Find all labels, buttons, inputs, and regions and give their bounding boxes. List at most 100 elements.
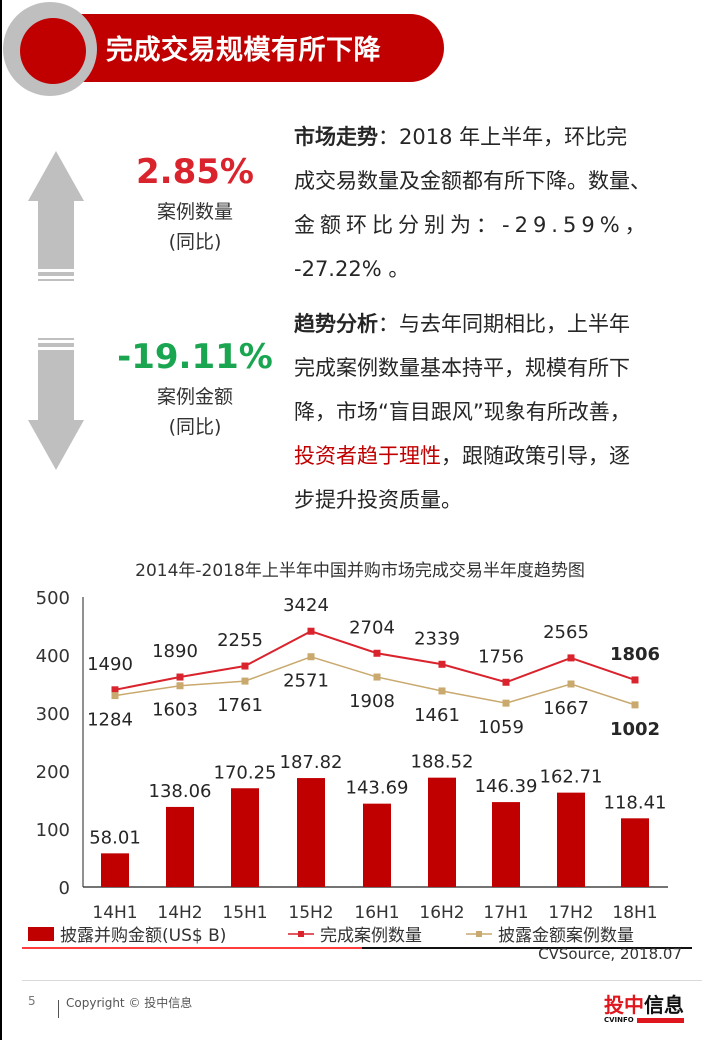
trend-analysis-line: 与去年同期相比，上半年 — [399, 312, 630, 336]
footer-separator — [58, 1000, 59, 1018]
bar — [231, 788, 259, 887]
line-marker — [438, 660, 446, 668]
x-tick-label: 14H2 — [157, 903, 202, 923]
line-value-label: 2255 — [217, 630, 263, 651]
line-marker — [502, 699, 510, 707]
legend-label: 完成案例数量 — [320, 926, 422, 946]
line-value-label: 2565 — [543, 622, 589, 643]
arrow-down-icon — [28, 338, 84, 470]
trend-analysis-line: 步提升投资质量。 — [294, 488, 462, 512]
line-value-label: 1284 — [87, 710, 133, 731]
line-marker — [567, 680, 575, 688]
line-marker — [631, 701, 639, 709]
market-trend-line: 金额环比分别为：-29.59%， — [294, 213, 651, 237]
trend-analysis-line: ，跟随政策引导，逐 — [441, 444, 630, 468]
section-header-dot — [20, 18, 86, 84]
y-tick-label: 500 — [36, 588, 70, 609]
bar — [166, 806, 194, 887]
line-value-label: 1756 — [478, 646, 524, 667]
market-trend-line: 成交易数量及金额都有所下降。数量、 — [294, 169, 651, 193]
divider-red — [22, 947, 362, 949]
footer-divider — [22, 980, 702, 981]
section-title: 完成交易规模有所下降 — [106, 35, 381, 66]
line-marker — [241, 662, 249, 670]
line-value-label: 1002 — [610, 719, 660, 740]
bar — [557, 792, 585, 887]
page-number: 5 — [28, 994, 36, 1008]
market-trend-paragraph: 市场走势：2018 年上半年，环比完 成交易数量及金额都有所下降。数量、 金额环… — [294, 115, 704, 291]
market-trend-line: 2018 年上半年，环比完 — [399, 125, 628, 149]
bar-value-label: 187.82 — [280, 752, 343, 773]
bar — [621, 818, 649, 887]
section-header-circle-icon — [3, 2, 97, 96]
line-marker — [307, 627, 315, 635]
legend-bar-swatch — [28, 927, 54, 941]
bar-value-label: 138.06 — [149, 781, 212, 802]
bar-value-label: 146.39 — [475, 776, 538, 797]
x-tick-label: 16H1 — [354, 903, 399, 923]
x-tick-label: 16H2 — [419, 903, 464, 923]
x-tick-label: 15H1 — [222, 903, 267, 923]
bar — [101, 853, 129, 887]
trend-analysis-line: 完成案例数量基本持平，规模有所下 — [294, 356, 630, 380]
line-marker — [241, 677, 249, 685]
line-marker — [438, 687, 446, 695]
bar-value-label: 162.71 — [540, 767, 603, 788]
line-marker — [176, 682, 184, 690]
line-value-label: 1490 — [87, 654, 133, 675]
line-marker — [631, 676, 639, 684]
bar — [363, 803, 391, 887]
bar-value-label: 188.52 — [411, 752, 474, 773]
bar — [297, 778, 325, 887]
line-marker — [373, 673, 381, 681]
x-tick-label: 17H2 — [548, 903, 593, 923]
stat-count-value: 2.85% — [136, 152, 254, 192]
x-tick-label: 15H2 — [288, 903, 333, 923]
line-value-label: 1761 — [217, 695, 263, 716]
y-tick-label: 200 — [36, 762, 70, 783]
trend-analysis-line: 降，市场“盲目跟风”现象有所改善， — [294, 400, 631, 424]
legend-marker — [298, 931, 304, 937]
line-marker — [567, 654, 575, 662]
line-value-label: 2704 — [349, 617, 395, 638]
line-marker — [502, 678, 510, 686]
legend-label: 披露并购金额(US$ B) — [60, 926, 226, 946]
line-marker — [111, 686, 119, 694]
trend-analysis-paragraph: 趋势分析：与去年同期相比，上半年 完成案例数量基本持平，规模有所下 降，市场“盲… — [294, 302, 704, 522]
x-tick-label: 17H1 — [483, 903, 528, 923]
stat-count-label: 案例数量 — [156, 201, 233, 223]
bar-value-label: 118.41 — [604, 792, 667, 813]
line-value-label: 3424 — [283, 595, 329, 616]
y-tick-label: 0 — [59, 878, 70, 899]
line-value-label: 1059 — [478, 717, 524, 738]
line-value-label: 2339 — [414, 628, 460, 649]
stat-count-sub: (同比) — [168, 231, 222, 253]
line-value-label: 1667 — [543, 698, 589, 719]
line-marker — [373, 649, 381, 657]
line-value-label: 1603 — [152, 700, 198, 721]
bar-value-label: 170.25 — [214, 762, 277, 783]
market-trend-line: -27.22% 。 — [294, 257, 410, 281]
chart-source: CVSource, 2018.07 — [538, 945, 682, 963]
line-value-label: 1890 — [152, 641, 198, 662]
bar — [428, 777, 456, 887]
chart-title: 2014年-2018年上半年中国并购市场完成交易半年度趋势图 — [135, 561, 585, 581]
line-value-label: 1461 — [414, 705, 460, 726]
trend-analysis-heading: 趋势分析 — [294, 312, 378, 336]
section-header-bar — [60, 14, 444, 82]
x-tick-label: 14H1 — [92, 903, 137, 923]
bar-value-label: 143.69 — [346, 778, 409, 799]
y-tick-label: 100 — [36, 820, 70, 841]
bar-value-label: 58.01 — [89, 827, 141, 848]
trend-analysis-highlight: 投资者趋于理性 — [294, 444, 441, 468]
cvinfo-logo: 投中信息 CVINFO — [604, 993, 684, 1024]
stat-amount-label: 案例金额 — [156, 386, 233, 408]
line-value-label: 2571 — [283, 671, 329, 692]
bar — [492, 802, 520, 887]
line-marker — [176, 673, 184, 681]
line-marker — [111, 692, 119, 700]
line-value-label: 1806 — [610, 644, 660, 665]
legend-marker — [476, 931, 482, 937]
stat-amount-sub: (同比) — [168, 416, 222, 438]
